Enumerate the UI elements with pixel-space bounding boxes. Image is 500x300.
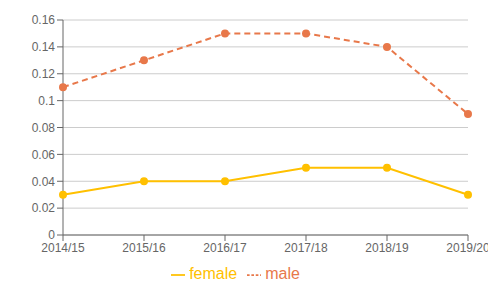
svg-text:2016/17: 2016/17 bbox=[203, 241, 247, 255]
svg-text:2014/15: 2014/15 bbox=[41, 241, 85, 255]
svg-text:0.04: 0.04 bbox=[32, 175, 56, 189]
svg-text:2015/16: 2015/16 bbox=[122, 241, 166, 255]
svg-text:0.08: 0.08 bbox=[32, 121, 56, 135]
svg-text:0.02: 0.02 bbox=[32, 201, 56, 215]
html-text:male: male bbox=[265, 265, 300, 282]
svg-text:2018/19: 2018/19 bbox=[365, 241, 409, 255]
svg-text:0.06: 0.06 bbox=[32, 148, 56, 162]
svg-text:0.12: 0.12 bbox=[32, 67, 56, 81]
svg-text:0.14: 0.14 bbox=[32, 40, 56, 54]
svg-text:0: 0 bbox=[48, 228, 55, 242]
svg-text:0.1: 0.1 bbox=[38, 94, 55, 108]
svg-text:0.16: 0.16 bbox=[32, 13, 56, 27]
svg-text:2019/20: 2019/20 bbox=[446, 241, 488, 255]
svg-text:2017/18: 2017/18 bbox=[284, 241, 328, 255]
html-text:female: female bbox=[189, 265, 238, 282]
